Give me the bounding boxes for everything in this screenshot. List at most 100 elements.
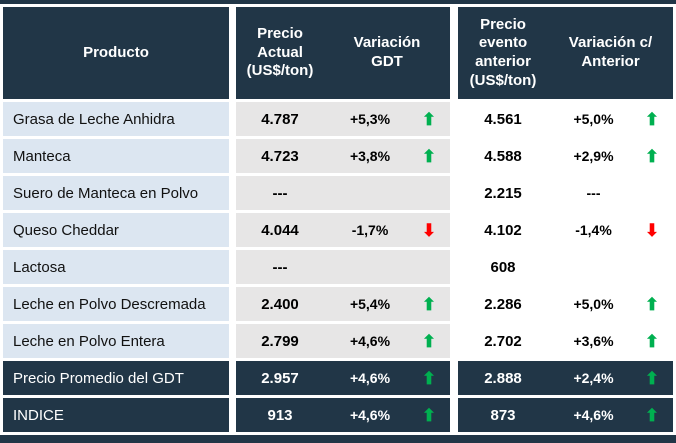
table-row: Leche en Polvo Entera 2.799 +4,6% ⬆ 2.70… (3, 324, 673, 358)
current-price-cell: 913 (236, 398, 324, 432)
column-gap (450, 139, 458, 173)
column-gap (229, 250, 236, 284)
variation-percent: +5,3% (349, 111, 391, 127)
current-price-cell: --- (236, 250, 324, 284)
variation-percent: +4,6% (349, 370, 391, 386)
header-variacion-anterior: Variación c/ Anterior (548, 7, 673, 99)
current-price-cell: 4.723 (236, 139, 324, 173)
trend-arrow-icon: ⬆ (421, 294, 437, 314)
gdt-variation-cell: +5,3% ⬆ (324, 102, 450, 136)
previous-price-cell: 873 (458, 398, 548, 432)
column-gap (229, 324, 236, 358)
product-name-cell: Manteca (3, 139, 229, 173)
previous-price-cell: 2.888 (458, 361, 548, 395)
column-gap (229, 398, 236, 432)
column-gap (229, 176, 236, 210)
column-gap (229, 213, 236, 247)
current-price-cell: 4.787 (236, 102, 324, 136)
gdt-variation-cell: +4,6% ⬆ (324, 324, 450, 358)
previous-price-cell: 2.702 (458, 324, 548, 358)
variation-percent: +5,4% (349, 296, 391, 312)
previous-price-cell: 608 (458, 250, 548, 284)
trend-arrow-icon: ⬆ (421, 405, 437, 425)
header-producto: Producto (3, 7, 229, 99)
table-row: Suero de Manteca en Polvo --- 2.215 --- (3, 176, 673, 210)
column-gap (450, 102, 458, 136)
variation-percent: +3,8% (349, 148, 391, 164)
column-gap (229, 7, 236, 99)
variation-percent: --- (586, 185, 601, 201)
trend-arrow-icon: ⬆ (644, 109, 660, 129)
header-variacion-gdt: Variación GDT (324, 7, 450, 99)
gdt-variation-cell (324, 176, 450, 210)
header-precio-evento-anterior: Precio evento anterior (US$/ton) (458, 7, 548, 99)
product-name-cell: INDICE (3, 398, 229, 432)
trend-arrow-icon: ⬆ (644, 294, 660, 314)
gdt-price-table: Producto Precio Actual (US$/ton) Variaci… (3, 7, 673, 432)
product-name-cell: Lactosa (3, 250, 229, 284)
previous-variation-cell: --- (548, 176, 673, 210)
trend-arrow-icon: ⬆ (644, 331, 660, 351)
summary-row-indice: INDICE 913 +4,6% ⬆ 873 +4,6% ⬆ (3, 398, 673, 432)
gdt-variation-cell: +3,8% ⬆ (324, 139, 450, 173)
trend-arrow-icon: ⬆ (421, 368, 437, 388)
trend-arrow-icon: ⬇ (421, 220, 437, 240)
table-row: Lactosa --- 608 (3, 250, 673, 284)
variation-percent: +5,0% (573, 111, 614, 127)
column-gap (450, 398, 458, 432)
column-gap (229, 287, 236, 321)
variation-percent: +3,6% (573, 333, 614, 349)
column-gap (229, 102, 236, 136)
previous-variation-cell: +2,4% ⬆ (548, 361, 673, 395)
product-name-cell: Leche en Polvo Descremada (3, 287, 229, 321)
previous-variation-cell: +3,6% ⬆ (548, 324, 673, 358)
previous-price-cell: 2.215 (458, 176, 548, 210)
column-gap (450, 250, 458, 284)
table-row: Manteca 4.723 +3,8% ⬆ 4.588 +2,9% ⬆ (3, 139, 673, 173)
column-gap (450, 176, 458, 210)
header-precio-actual: Precio Actual (US$/ton) (236, 7, 324, 99)
table-header-row: Producto Precio Actual (US$/ton) Variaci… (3, 7, 673, 99)
previous-price-cell: 4.588 (458, 139, 548, 173)
column-gap (450, 324, 458, 358)
current-price-cell: 2.400 (236, 287, 324, 321)
gdt-variation-cell: +5,4% ⬆ (324, 287, 450, 321)
column-gap (450, 213, 458, 247)
gdt-variation-cell: +4,6% ⬆ (324, 398, 450, 432)
variation-percent: +2,9% (573, 148, 614, 164)
gdt-variation-cell: +4,6% ⬆ (324, 361, 450, 395)
column-gap (450, 287, 458, 321)
trend-arrow-icon: ⬆ (421, 331, 437, 351)
top-border-line (0, 0, 676, 4)
product-name-cell: Queso Cheddar (3, 213, 229, 247)
current-price-cell: --- (236, 176, 324, 210)
gdt-variation-cell: -1,7% ⬇ (324, 213, 450, 247)
trend-arrow-icon: ⬆ (644, 146, 660, 166)
previous-variation-cell: +5,0% ⬆ (548, 102, 673, 136)
table-row: Queso Cheddar 4.044 -1,7% ⬇ 4.102 -1,4% … (3, 213, 673, 247)
table-row: Leche en Polvo Descremada 2.400 +5,4% ⬆ … (3, 287, 673, 321)
variation-percent: -1,4% (575, 222, 612, 238)
bottom-border-bar (0, 435, 676, 443)
trend-arrow-icon: ⬆ (644, 368, 660, 388)
product-name-cell: Precio Promedio del GDT (3, 361, 229, 395)
variation-percent: +5,0% (573, 296, 614, 312)
trend-arrow-icon: ⬆ (421, 146, 437, 166)
previous-variation-cell: +2,9% ⬆ (548, 139, 673, 173)
column-gap (450, 361, 458, 395)
product-name-cell: Suero de Manteca en Polvo (3, 176, 229, 210)
table-row: Grasa de Leche Anhidra 4.787 +5,3% ⬆ 4.5… (3, 102, 673, 136)
column-gap (450, 7, 458, 99)
variation-percent: -1,7% (351, 222, 389, 238)
previous-price-cell: 2.286 (458, 287, 548, 321)
current-price-cell: 2.957 (236, 361, 324, 395)
previous-price-cell: 4.561 (458, 102, 548, 136)
column-gap (229, 139, 236, 173)
previous-price-cell: 4.102 (458, 213, 548, 247)
current-price-cell: 4.044 (236, 213, 324, 247)
variation-percent: +4,6% (349, 407, 391, 423)
previous-variation-cell: +4,6% ⬆ (548, 398, 673, 432)
product-name-cell: Leche en Polvo Entera (3, 324, 229, 358)
previous-variation-cell (548, 250, 673, 284)
current-price-cell: 2.799 (236, 324, 324, 358)
